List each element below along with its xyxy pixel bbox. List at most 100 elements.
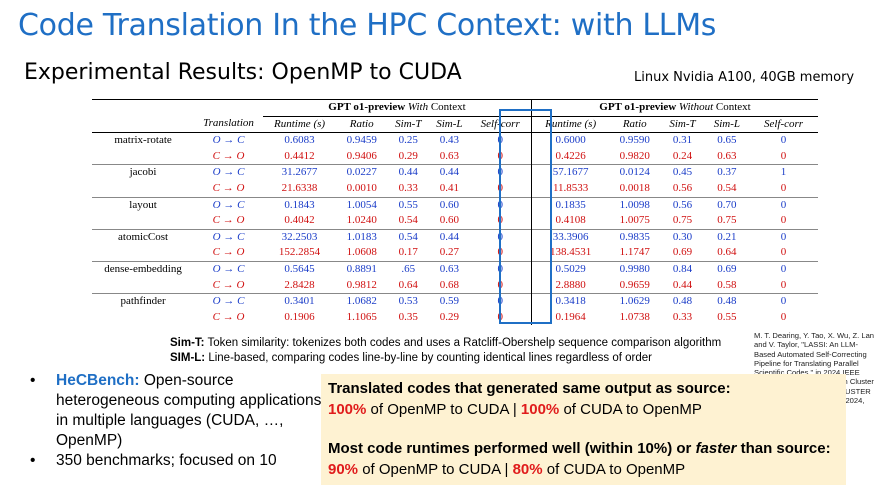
summary-line-2: 100% of OpenMP to CUDA | 100% of CUDA to… [328, 401, 702, 418]
cell-with-context: 1.0054 [336, 196, 388, 214]
benchmark-name: jacobi [92, 164, 195, 181]
cell-without-context: 0 [780, 181, 787, 194]
cell-with-context: 0.1906 [284, 310, 315, 323]
table-row: C → O 21.6338 0.0010 0.33 0.41 0 11.8533 0.0018… [92, 180, 818, 198]
bullet-item-hecbench: • HeCBench: Open-source heterogeneous co… [30, 372, 322, 449]
cell-with-context: 0.29 [439, 310, 459, 323]
cell-without-context: 0.48 [704, 293, 750, 310]
cell-without-context: 0.84 [660, 260, 705, 278]
cell-without-context: 0.33 [672, 310, 693, 323]
translation-direction: C → O [212, 310, 245, 323]
cell-without-context: 1.0629 [609, 293, 661, 310]
cell-without-context: 0.9820 [619, 149, 650, 162]
slide-subtitle: Experimental Results: OpenMP to CUDA [24, 60, 462, 85]
table-row: atomicCost O → C 32.2503 1.0183 0.54 0.44 0 33.… [92, 228, 818, 246]
table-row: C → O 2.8428 0.9812 0.64 0.68 0 2.8880 0.9659 0.… [92, 277, 818, 294]
simt-definition: Sim-T: Token similarity: tokenizes both … [170, 337, 722, 349]
cell-without-context: 0 [780, 278, 787, 291]
cell-with-context: 0.17 [398, 246, 418, 259]
cell-with-context: 0.9459 [336, 132, 388, 149]
cell-without-context: 0.9835 [609, 228, 661, 246]
cell-without-context: 0.56 [660, 196, 705, 214]
cell-with-context: 0.1843 [262, 196, 337, 214]
benchmark-name-empty [92, 310, 194, 326]
col-header-siml-with: Sim-L [429, 116, 470, 134]
cell-with-context: 0.41 [439, 181, 459, 194]
table-row: dense-embedding O → C 0.5645 0.8891.65 0.63 0… [92, 260, 818, 278]
table-row: pathfinder O → C 0.3401 1.0682 0.53 0.59 0 0.34… [92, 293, 818, 310]
cell-with-context: 0.44 [387, 164, 430, 181]
cell-without-context: 0.30 [660, 228, 705, 246]
summary-line-4: 90% of OpenMP to CUDA | 80% of CUDA to O… [328, 461, 686, 478]
col-header-simt-with: Sim-T [387, 116, 430, 134]
cell-with-context: 0.53 [387, 293, 430, 310]
cell-without-context: 0 [749, 132, 818, 149]
col-header-simt-without: Sim-T [660, 116, 705, 134]
cell-without-context: 0 [749, 293, 818, 310]
cell-with-context: 1.0183 [336, 228, 388, 246]
cell-with-context: 1.0240 [346, 214, 377, 227]
cell-with-context: 0.6083 [262, 132, 337, 149]
col-header-ratio-with: Ratio [336, 116, 388, 134]
cell-without-context: 0.64 [717, 246, 737, 259]
cell-with-context: 0.68 [439, 278, 459, 291]
cell-without-context: 0 [780, 149, 787, 162]
cell-with-context: 0.43 [429, 132, 470, 149]
cell-with-context: 0.59 [429, 293, 470, 310]
cell-with-context: 0.0010 [346, 181, 377, 194]
cell-with-context: 0.63 [439, 149, 459, 162]
cell-without-context: 0.69 [704, 260, 750, 278]
cell-with-context: 2.8428 [284, 278, 315, 291]
benchmark-name: atomicCost [92, 228, 195, 246]
cell-without-context: 1.0075 [619, 214, 650, 227]
translation-direction: C → O [212, 149, 245, 162]
cell-without-context: 0.70 [704, 196, 750, 214]
benchmark-name-empty [92, 213, 194, 229]
translation-direction: O → C [194, 164, 263, 181]
group-header-without-context: GPT o1-preview Without Context [531, 99, 818, 117]
translation-direction: C → O [212, 246, 245, 259]
cell-with-context: 0.64 [398, 278, 418, 291]
table-row: C → O 0.1906 1.1065 0.35 0.29 0 0.1964 1.0738 0.… [92, 309, 818, 326]
cell-with-context: 152.2854 [278, 246, 321, 259]
col-header-selfcorr-without: Self-corr [749, 116, 818, 134]
summary-highlight-box: Translated codes that generated same out… [321, 374, 846, 485]
cell-without-context: 0.9659 [619, 278, 650, 291]
col-header-runtime-with: Runtime (s) [262, 116, 337, 134]
table-row: C → O 0.4042 1.0240 0.54 0.60 0 0.4108 1.0075 0.… [92, 213, 818, 230]
benchmark-name-empty [92, 245, 194, 261]
table-row: C → O 0.4412 0.9406 0.29 0.63 0 0.4226 0.9820 0.… [92, 148, 818, 165]
translation-direction: O → C [194, 228, 263, 246]
benchmark-name-empty [92, 149, 194, 165]
cell-without-context: 0.0124 [609, 164, 661, 181]
cell-with-context: 0.60 [429, 196, 470, 214]
self-corr-highlight-box [499, 109, 552, 324]
cell-with-context: 0.33 [398, 181, 418, 194]
cell-with-context: 0.0227 [336, 164, 388, 181]
cell-with-context: 0.8891 [336, 260, 388, 278]
siml-definition: SIM-L: Line-based, comparing codes line-… [170, 352, 652, 364]
summary-line-3: Most code runtimes performed well (withi… [328, 440, 831, 457]
cell-without-context: 0.9590 [609, 132, 661, 149]
bullet-list: • HeCBench: Open-source heterogeneous co… [26, 371, 326, 471]
cell-with-context: 0.9406 [346, 149, 377, 162]
col-header-ratio-without: Ratio [609, 116, 661, 134]
cell-with-context: 0.3401 [262, 293, 337, 310]
summary-line-1: Translated codes that generated same out… [328, 380, 731, 397]
cell-without-context: 0.0018 [619, 181, 650, 194]
cell-with-context: 0.35 [398, 310, 418, 323]
cell-with-context: 0.27 [439, 246, 459, 259]
cell-without-context: 0 [780, 246, 787, 259]
translation-direction: O → C [194, 260, 263, 278]
cell-with-context: 0.4412 [284, 149, 315, 162]
cell-with-context: 0.55 [387, 196, 430, 214]
cell-with-context: 32.2503 [262, 228, 337, 246]
cell-without-context: 0.37 [704, 164, 750, 181]
cell-without-context: 0.55 [717, 310, 737, 323]
cell-with-context: 0.9812 [346, 278, 377, 291]
benchmark-name: layout [92, 196, 195, 214]
cell-with-context: 0.29 [398, 149, 418, 162]
translation-direction: O → C [194, 132, 263, 149]
results-table-container: GPT o1-preview With Context GPT o1-previ… [92, 99, 818, 326]
cell-with-context: 0.63 [429, 260, 470, 278]
